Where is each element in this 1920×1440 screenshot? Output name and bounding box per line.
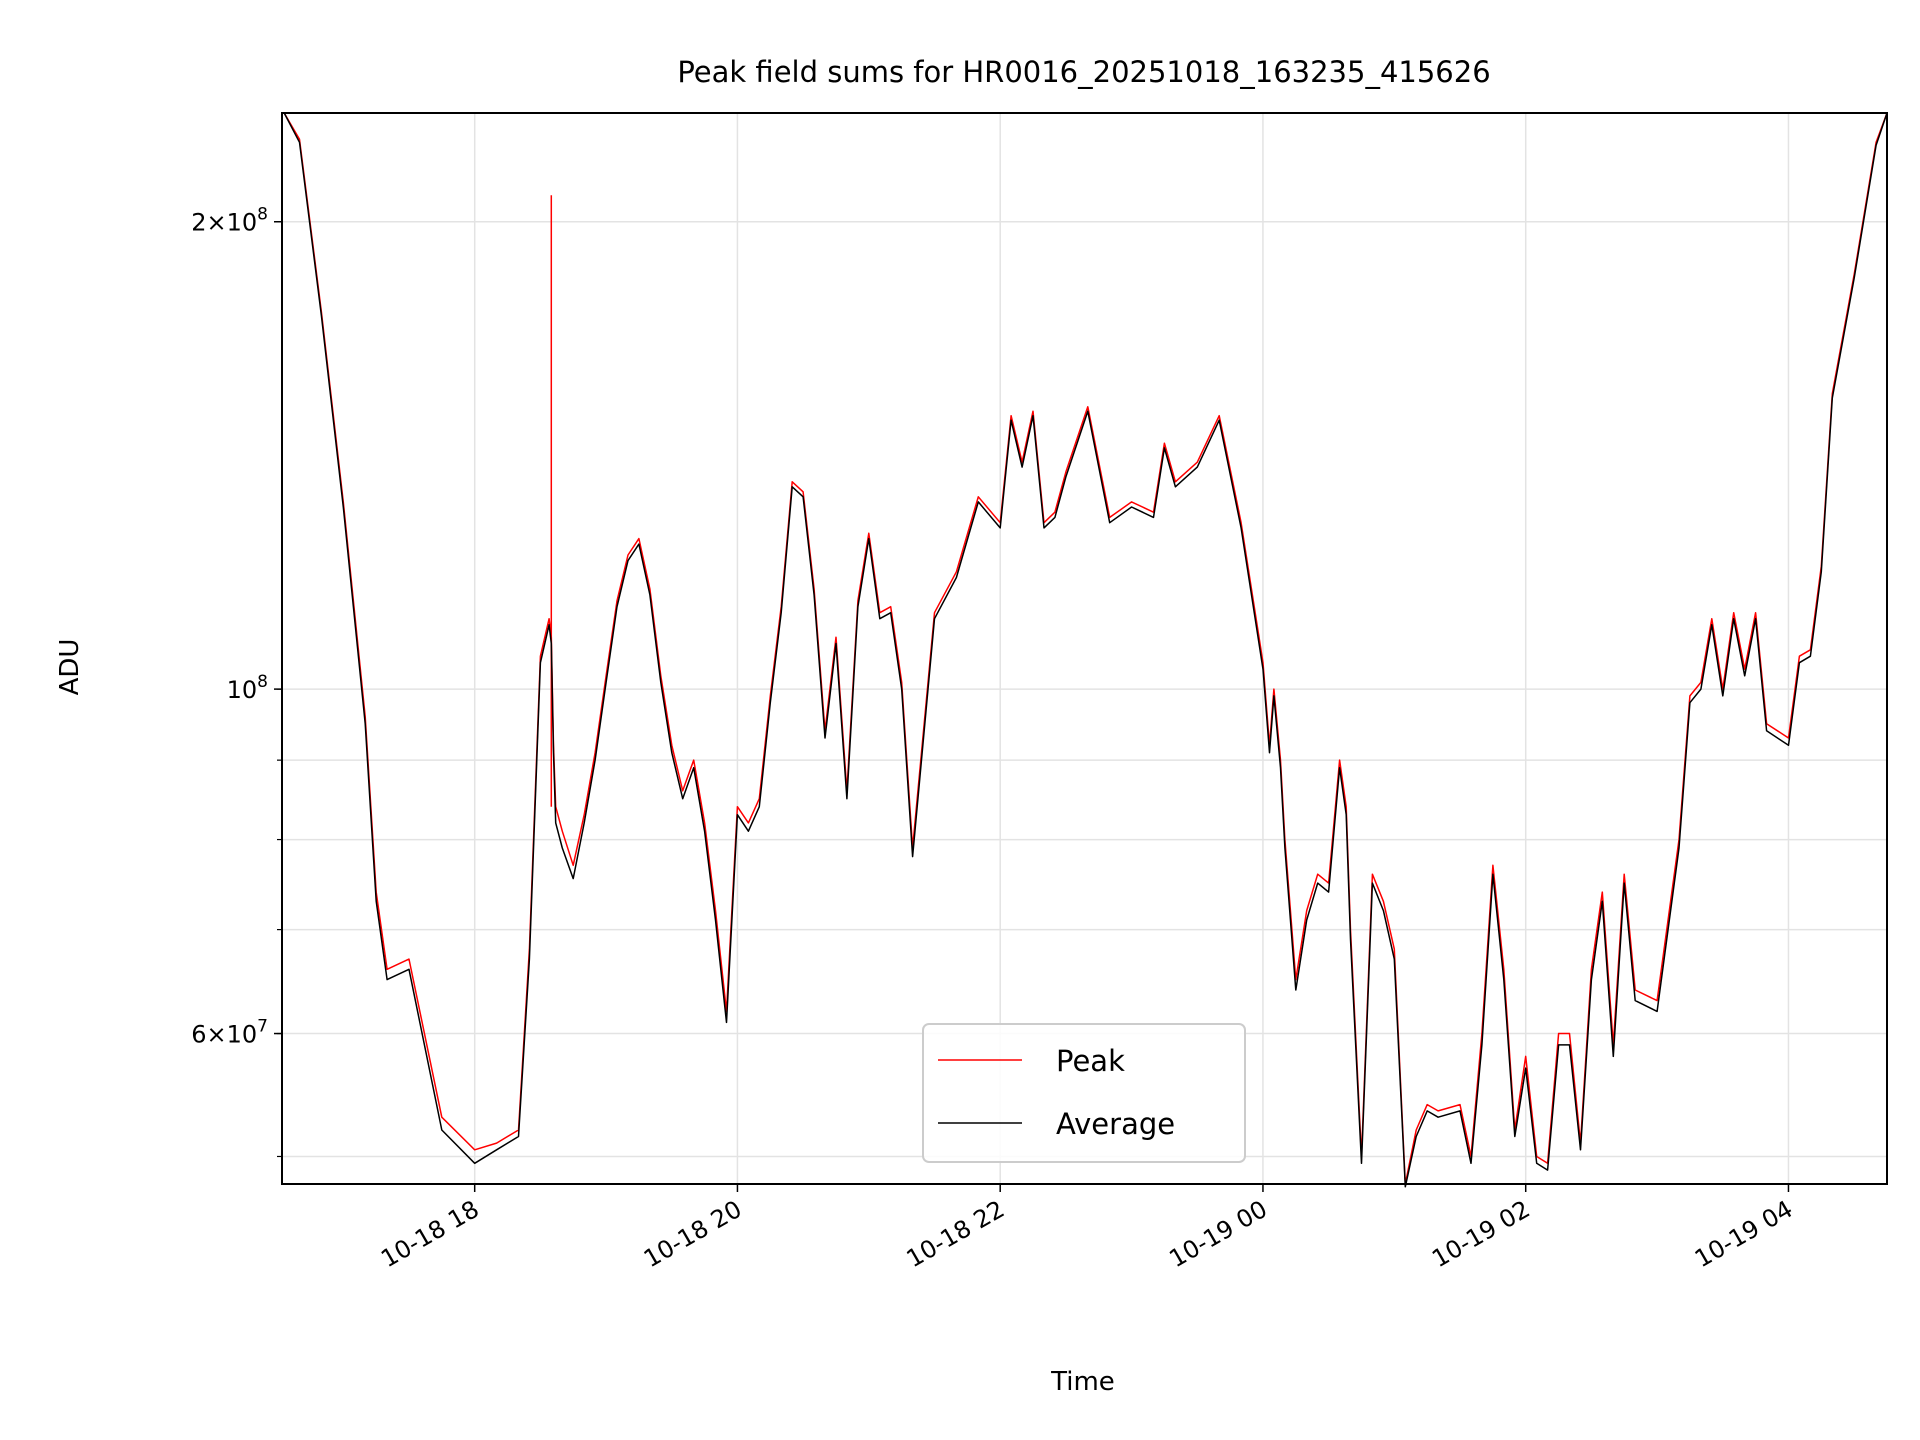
legend-box <box>922 1023 1246 1163</box>
y-tick-label: 2×108 <box>191 205 268 237</box>
y-axis: 6×107 108 2×108 <box>191 205 282 1158</box>
x-tick-label: 10-18 20 <box>639 1195 746 1273</box>
x-tick-label: 10-19 04 <box>1690 1195 1797 1273</box>
x-axis: 10-18 18 10-18 20 10-18 22 10-19 00 10-19 02… <box>376 1184 1797 1273</box>
legend-label-average: Average <box>1056 1107 1175 1141</box>
x-tick-label: 10-19 00 <box>1165 1195 1272 1273</box>
series-layer <box>283 112 1888 1188</box>
x-tick-label: 10-18 22 <box>902 1195 1009 1273</box>
legend: Peak Average <box>922 1023 1246 1163</box>
grid <box>282 113 1887 1184</box>
plot-frame <box>281 112 1888 1185</box>
y-axis-label: ADU <box>55 639 85 696</box>
y-tick-label: 108 <box>227 672 268 704</box>
chart-title: Peak field sums for HR0016_20251018_1632… <box>677 55 1490 89</box>
y-tick-label: 6×107 <box>191 1017 268 1049</box>
legend-label-peak: Peak <box>1056 1044 1125 1078</box>
x-tick-label: 10-19 02 <box>1427 1195 1534 1273</box>
x-axis-label: Time <box>1050 1367 1115 1397</box>
series-line-average <box>283 112 1888 1188</box>
x-tick-label: 10-18 18 <box>376 1195 483 1273</box>
